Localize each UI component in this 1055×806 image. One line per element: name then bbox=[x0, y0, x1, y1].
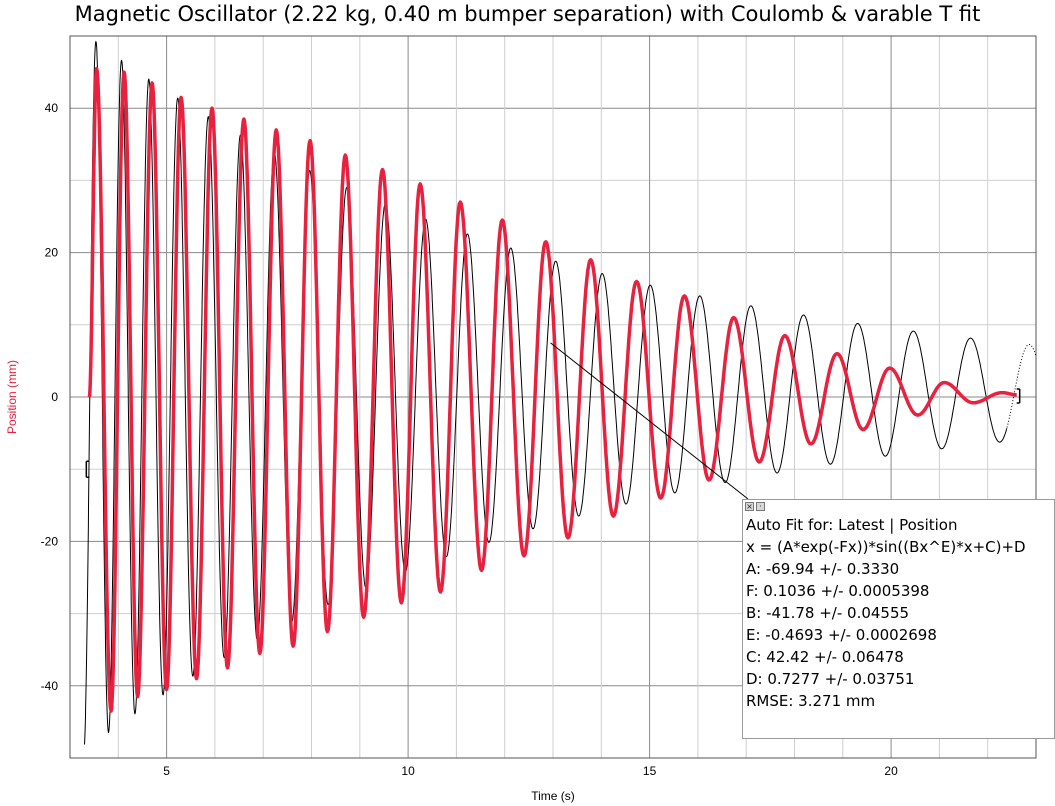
y-axis-ticks: 40 20 0 -20 -40 bbox=[41, 101, 59, 693]
y-tick-label: 0 bbox=[51, 390, 58, 404]
x-axis-label: Time (s) bbox=[531, 789, 575, 803]
y-tick-label: 20 bbox=[45, 246, 59, 260]
fit-curve bbox=[84, 40, 1008, 745]
y-tick-label: -40 bbox=[41, 679, 59, 693]
x-axis-ticks: 5 10 15 20 bbox=[163, 764, 898, 778]
close-icon[interactable]: × bbox=[745, 502, 754, 511]
series-fit bbox=[84, 40, 1037, 745]
fit-param-b: B: -41.78 +/- 0.04555 bbox=[746, 604, 910, 622]
fit-curve-extrapolated bbox=[1006, 344, 1037, 428]
x-tick-label: 10 bbox=[401, 764, 415, 778]
fit-equation: x = (A*exp(-Fx))*sin((Bx^E)*x+C)+D bbox=[746, 538, 1026, 556]
data-curve bbox=[87, 66, 1018, 713]
y-axis-label: Position (mm) bbox=[5, 360, 19, 434]
fit-param-f: F: 0.1036 +/- 0.0005398 bbox=[746, 582, 930, 600]
fit-param-c: C: 42.42 +/- 0.06478 bbox=[746, 648, 904, 666]
range-bracket-start[interactable] bbox=[85, 460, 90, 478]
chart-title: Magnetic Oscillator (2.22 kg, 0.40 m bum… bbox=[74, 2, 981, 26]
x-tick-label: 20 bbox=[884, 764, 898, 778]
series-position-data bbox=[85, 66, 1021, 713]
fit-param-e: E: -0.4693 +/- 0.0002698 bbox=[746, 626, 937, 644]
auto-fit-panel[interactable]: × · Auto Fit for: Latest | Position x = … bbox=[742, 499, 1055, 739]
fit-param-d: D: 0.7277 +/- 0.03751 bbox=[746, 670, 915, 688]
auto-fit-header: × · bbox=[743, 500, 1054, 514]
fit-param-a: A: -69.94 +/- 0.3330 bbox=[746, 560, 900, 578]
fit-rmse: RMSE: 3.271 mm bbox=[746, 692, 876, 710]
fit-title: Auto Fit for: Latest | Position bbox=[746, 516, 958, 534]
x-tick-label: 15 bbox=[643, 764, 657, 778]
y-tick-label: -20 bbox=[41, 534, 59, 548]
menu-icon[interactable]: · bbox=[756, 502, 765, 511]
y-tick-label: 40 bbox=[45, 101, 59, 115]
plot-frame bbox=[69, 35, 1037, 759]
x-tick-label: 5 bbox=[163, 764, 170, 778]
range-bracket-end[interactable] bbox=[1016, 388, 1021, 404]
fit-leader-line bbox=[550, 342, 749, 500]
